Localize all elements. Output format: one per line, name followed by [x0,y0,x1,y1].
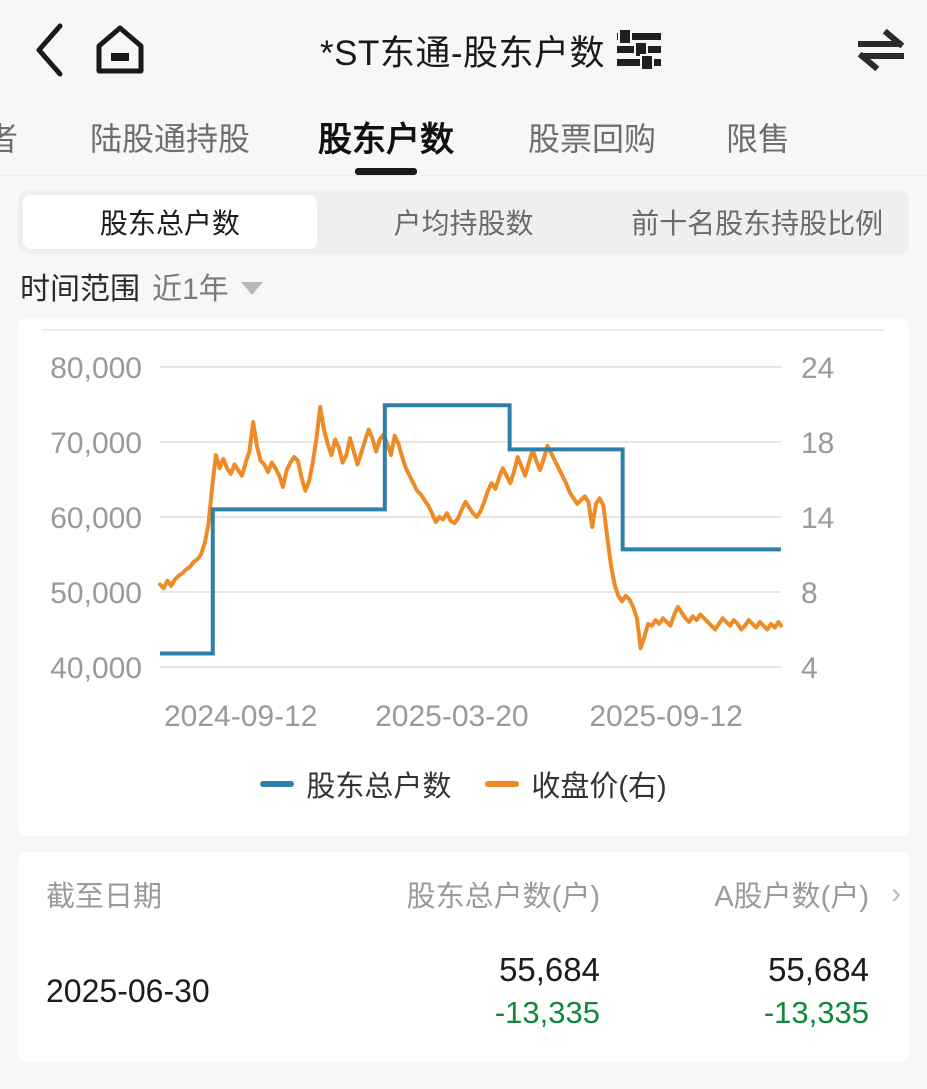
main-tab-label: 限售 [726,120,791,157]
main-tab-4[interactable]: 限售 [726,114,790,162]
svg-text:40,000: 40,000 [50,652,142,685]
legend-label: 股东总户数 [306,771,452,803]
svg-text:70,000: 70,000 [50,427,142,460]
svg-text:60,000: 60,000 [50,502,142,535]
main-tab-3[interactable]: 股票回购 [528,114,656,162]
main-tab-bar[interactable]: 者 陆股通持股 股东户数 股票回购 限售 [0,100,927,176]
page-title-group: *ST东通-股东户数 [140,25,843,76]
svg-text:50,000: 50,000 [50,577,142,610]
svg-text:2025-09-12: 2025-09-12 [589,700,742,733]
svg-text:14: 14 [801,502,834,535]
back-button[interactable] [14,0,86,100]
svg-text:4: 4 [801,652,818,685]
row-date: 2025-06-30 [46,972,210,1009]
home-icon [96,25,144,74]
main-tab-label: 陆股通持股 [90,120,251,157]
main-tab-label: 股东户数 [318,121,455,159]
filter-button[interactable] [615,28,663,72]
swap-arrows-icon [857,28,905,72]
svg-text:2024-09-12: 2024-09-12 [164,700,317,733]
svg-text:80,000: 80,000 [50,352,142,385]
table-row[interactable]: 2025-06-30 55,684 -13,335 55,684 -13,335 [18,936,909,1046]
table-header-cell-ashare[interactable]: A股户数(户) › [618,873,909,915]
main-tab-label: 者 [0,121,18,157]
chevron-right-icon[interactable]: › [891,877,901,910]
page-title: *ST东通-股东户数 [319,33,605,73]
swap-button[interactable] [843,0,919,100]
main-tab-2[interactable]: 股东户数 [318,112,454,163]
legend-item-close-price[interactable]: 收盘价(右) [485,763,667,805]
holders-table: 截至日期 股东总户数(户) A股户数(户) › 2025-06-30 55,68… [18,852,909,1062]
chart-legend: 股东总户数 收盘价(右) [18,748,909,820]
table-header-label: A股户数(户) [714,881,869,913]
range-filter-row[interactable]: 时间范围 近1年 [0,254,927,318]
main-tab-1[interactable]: 陆股通持股 [90,114,250,162]
table-header-cell-total: 股东总户数(户) [318,873,618,915]
table-cell-total: 55,684 -13,335 [318,951,618,1031]
sub-tab-avg-holding[interactable]: 户均持股数 [317,195,611,249]
sub-tab-label: 前十名股东持股比例 [631,208,884,239]
row-total-holders-delta: -13,335 [494,995,600,1030]
shareholder-chart[interactable]: 80,000 70,000 60,000 50,000 40,000 24 18 14 8 4 20… [18,328,909,748]
table-cell-date: 2025-06-30 [18,973,318,1010]
legend-swatch [485,781,520,787]
svg-text:8: 8 [801,577,818,610]
row-ashare-holders-delta: -13,335 [763,995,869,1030]
sub-tab-label: 户均持股数 [393,208,534,239]
svg-text:18: 18 [801,427,834,460]
caret-down-icon[interactable] [240,282,263,295]
range-filter-value[interactable]: 近1年 [152,273,229,306]
chevron-left-icon [36,23,63,77]
sliders-icon [617,28,661,71]
legend-swatch [260,781,295,787]
table-header-cell-date: 截至日期 [18,873,318,915]
range-filter-label: 时间范围 [20,273,140,306]
top-bar: *ST东通-股东户数 [0,0,927,100]
table-header-row: 截至日期 股东总户数(户) A股户数(户) › [18,852,909,936]
main-tab-0[interactable]: 者 [0,114,18,162]
table-header-label: 股东总户数(户) [406,881,600,913]
sub-tab-label: 股东总户数 [99,208,240,239]
table-header-label: 截至日期 [46,881,163,913]
home-button[interactable] [86,0,154,100]
chart-card: 80,000 70,000 60,000 50,000 40,000 24 18 14 8 4 20… [18,318,909,836]
sub-tab-total-holders[interactable]: 股东总户数 [23,195,317,249]
legend-item-total-holders[interactable]: 股东总户数 [260,763,451,805]
legend-label: 收盘价(右) [531,771,667,803]
table-cell-ashare: 55,684 -13,335 [618,951,909,1031]
row-ashare-holders: 55,684 [768,951,869,988]
sub-tab-bar[interactable]: 股东总户数 户均持股数 前十名股东持股比例 [18,190,909,254]
svg-text:2025-03-20: 2025-03-20 [375,700,528,733]
row-total-holders: 55,684 [499,951,600,988]
main-tab-label: 股票回购 [528,120,657,157]
sub-tab-top-ten-ratio[interactable]: 前十名股东持股比例 [610,195,904,249]
svg-text:24: 24 [801,352,834,385]
